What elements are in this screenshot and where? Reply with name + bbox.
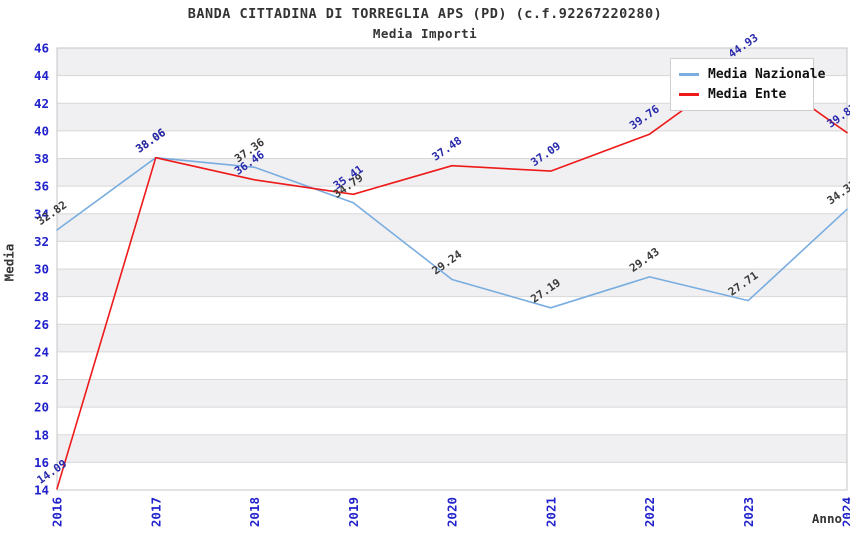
legend-item-media-nazionale: Media Nazionale (679, 64, 825, 84)
y-tick-label: 28 (34, 289, 49, 304)
legend: Media Nazionale Media Ente (670, 58, 825, 111)
legend-swatch-ente-icon (679, 92, 699, 96)
y-tick-label: 30 (34, 262, 49, 277)
plot-border (56, 47, 848, 491)
y-tick-label: 22 (34, 372, 49, 387)
y-tick-label: 42 (34, 96, 49, 111)
grid-band (57, 213, 847, 242)
legend-label-nazionale: Media Nazionale (708, 66, 826, 82)
y-tick-label: 16 (34, 455, 49, 470)
x-tick-label: 2020 (445, 497, 460, 527)
x-tick-label: 2024 (840, 497, 850, 527)
chart-subtitle: Media Importi (372, 26, 478, 41)
series-line-media-nazionale (56, 156, 848, 309)
y-tick-label: 40 (34, 123, 49, 138)
grid-band (57, 434, 847, 463)
x-tick-label: 2017 (148, 497, 163, 527)
grid-band (57, 379, 847, 408)
x-tick-label: 2019 (346, 497, 361, 527)
y-tick-label: 38 (34, 151, 49, 166)
x-tick-label: 2021 (543, 497, 558, 527)
y-tick-label: 20 (34, 400, 49, 415)
chart-title: BANDA CITTADINA DI TORREGLIA APS (PD) (c… (187, 6, 663, 22)
legend-label-ente: Media Ente (708, 86, 787, 102)
y-tick-label: 36 (34, 179, 49, 194)
x-axis-label: Anno (811, 511, 842, 526)
grid-band (57, 158, 847, 187)
y-tick-label: 34 (34, 206, 49, 221)
grid-band (57, 324, 847, 352)
legend-swatch-nazionale-icon (679, 72, 699, 76)
y-tick-label: 18 (34, 427, 49, 442)
x-tick-label: 2023 (741, 497, 756, 527)
y-tick-label: 44 (34, 68, 49, 83)
y-tick-label: 26 (34, 317, 49, 332)
y-tick-label: 24 (34, 344, 49, 359)
y-tick-label: 14 (34, 483, 49, 498)
legend-item-media-ente: Media Ente (679, 84, 805, 104)
y-tick-label: 32 (34, 234, 49, 249)
x-tick-label: 2018 (247, 497, 262, 527)
y-axis-label: Media (1, 243, 17, 282)
x-tick-label: 2022 (642, 497, 657, 527)
x-tick-label: 2016 (50, 497, 65, 527)
y-tick-label: 46 (34, 41, 49, 56)
